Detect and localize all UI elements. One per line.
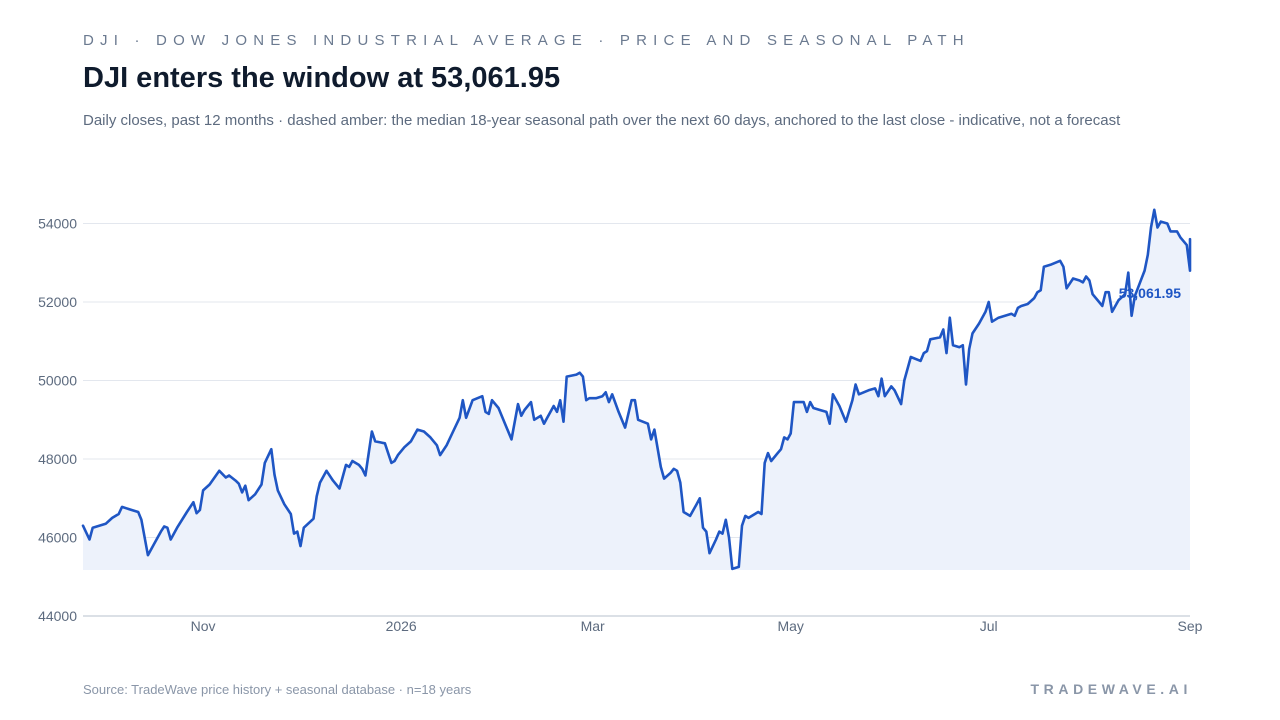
chart-subtitle: Daily closes, past 12 months · dashed am… <box>83 112 1121 129</box>
x-tick-label: 2026 <box>386 618 417 634</box>
x-tick-label: Nov <box>191 618 216 634</box>
brand-logo: TRADEWAVE.AI <box>1030 681 1192 697</box>
y-tick-label: 50000 <box>38 373 77 389</box>
y-tick-label: 48000 <box>38 451 77 467</box>
source-note: Source: TradeWave price history + season… <box>83 682 472 697</box>
line-layer <box>81 208 1192 571</box>
chart-title: DJI enters the window at 53,061.95 <box>83 62 561 94</box>
x-tick-label: Mar <box>581 618 605 634</box>
y-tick-label: 46000 <box>38 530 77 546</box>
last-value-label: 53,061.95 <box>1119 285 1181 301</box>
y-tick-label: 54000 <box>38 216 77 232</box>
y-tick-label: 52000 <box>38 294 77 310</box>
price-line <box>81 208 1192 571</box>
price-area <box>83 209 1190 571</box>
x-tick-label: May <box>777 618 803 634</box>
y-tick-label: 44000 <box>38 608 77 624</box>
x-tick-label: Jul <box>980 618 998 634</box>
labels: 44000 46000 48000 50000 52000 54000 Nov 2026 Mar… <box>38 216 1203 634</box>
chart-kicker: DJI · DOW JONES INDUSTRIAL AVERAGE · PRI… <box>83 32 970 49</box>
area-layer <box>83 209 1190 571</box>
x-tick-label: Sep <box>1178 618 1203 634</box>
